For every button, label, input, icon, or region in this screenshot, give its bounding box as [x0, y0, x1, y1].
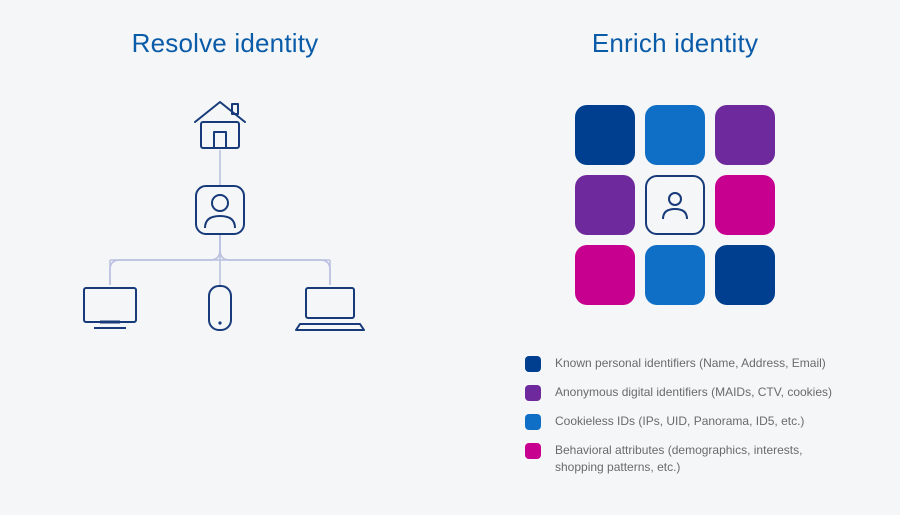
resolve-title: Resolve identity [0, 28, 450, 59]
person-icon [657, 187, 693, 223]
enrich-title: Enrich identity [450, 28, 900, 59]
legend-swatch-1 [525, 385, 541, 401]
phone-icon [209, 286, 231, 330]
enrich-identity-panel: Enrich identity Known personal identifie… [450, 0, 900, 515]
legend-row-3: Behavioral attributes (demographics, int… [525, 442, 860, 476]
legend-label-0: Known personal identifiers (Name, Addres… [555, 355, 826, 372]
person-box-icon [196, 186, 244, 234]
tile-8 [715, 245, 775, 305]
legend-row-1: Anonymous digital identifiers (MAIDs, CT… [525, 384, 860, 401]
enrich-grid [575, 105, 775, 305]
tile-1 [645, 105, 705, 165]
resolve-identity-panel: Resolve identity [0, 0, 450, 515]
tile-0 [575, 105, 635, 165]
resolve-diagram [70, 90, 380, 340]
legend-swatch-2 [525, 414, 541, 430]
tile-3 [575, 175, 635, 235]
tile-5 [715, 175, 775, 235]
tile-2 [715, 105, 775, 165]
legend-label-2: Cookieless IDs (IPs, UID, Panorama, ID5,… [555, 413, 804, 430]
tile-7 [645, 245, 705, 305]
tile-4-person [645, 175, 705, 235]
legend-label-3: Behavioral attributes (demographics, int… [555, 442, 835, 476]
legend-label-1: Anonymous digital identifiers (MAIDs, CT… [555, 384, 832, 401]
tv-icon [84, 288, 136, 328]
laptop-icon [296, 288, 364, 330]
connectors [110, 150, 330, 285]
legend-row-2: Cookieless IDs (IPs, UID, Panorama, ID5,… [525, 413, 860, 430]
legend: Known personal identifiers (Name, Addres… [525, 355, 860, 488]
tile-6 [575, 245, 635, 305]
legend-row-0: Known personal identifiers (Name, Addres… [525, 355, 860, 372]
legend-swatch-3 [525, 443, 541, 459]
diagram-container: Resolve identity [0, 0, 900, 515]
house-icon [195, 102, 245, 148]
legend-swatch-0 [525, 356, 541, 372]
